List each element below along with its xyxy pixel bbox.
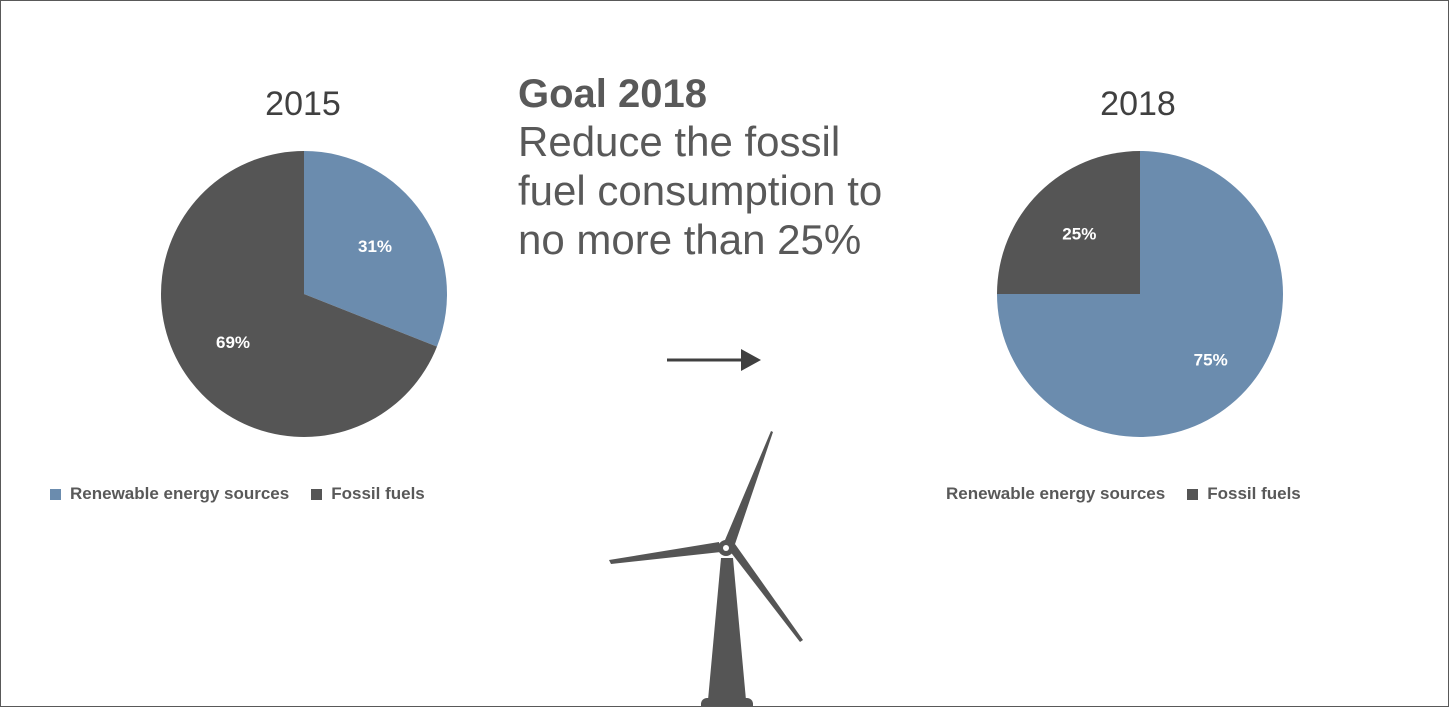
chart-title-2015: 2015: [265, 85, 341, 123]
arrow-right-icon: [667, 349, 761, 371]
wind-turbine-icon: [609, 431, 803, 706]
legend-label-renewable: Renewable energy sources: [946, 484, 1166, 503]
pie-slice-fossil: [161, 151, 437, 437]
legend-label-fossil: Fossil fuels: [1207, 484, 1301, 503]
pie-chart-2015: 31% 69%: [161, 151, 448, 437]
legend-item-renewable: Renewable energy sources: [50, 484, 289, 504]
goal-title: Goal 2018: [518, 72, 708, 116]
pie-slice-fossil: [997, 151, 1140, 294]
pie-data-label-fossil: 25%: [1062, 224, 1096, 243]
legend-item-renewable: Renewable energy sources: [946, 484, 1165, 504]
legend-item-fossil: Fossil fuels: [1187, 484, 1301, 504]
legend-item-fossil: Fossil fuels: [311, 484, 425, 504]
pie-data-label-fossil: 69%: [216, 333, 250, 352]
pie-chart-2018: 75% 25%: [997, 151, 1283, 437]
legend-swatch-renewable: [50, 488, 61, 500]
chart-title-2018: 2018: [1100, 85, 1176, 123]
legend-swatch-fossil: [1187, 488, 1199, 500]
pie-data-label-renewable: 31%: [358, 237, 392, 256]
goal-text-block: Goal 2018 Reduce the fossil fuel consump…: [518, 71, 882, 264]
goal-line-1: Reduce the fossil: [518, 118, 841, 165]
legend-label-fossil: Fossil fuels: [331, 484, 425, 503]
pie-data-label-renewable: 75%: [1194, 351, 1228, 370]
goal-line-2: fuel consumption to: [518, 167, 883, 214]
legend-swatch-fossil: [311, 488, 323, 500]
legend-label-renewable: Renewable energy sources: [70, 484, 290, 503]
pie-slice-renewable: [304, 151, 448, 347]
goal-line-3: no more than 25%: [518, 216, 862, 263]
legend-2015: Renewable energy sources Fossil fuels: [50, 484, 425, 504]
legend-2018: Renewable energy sources Fossil fuels: [946, 484, 1301, 504]
